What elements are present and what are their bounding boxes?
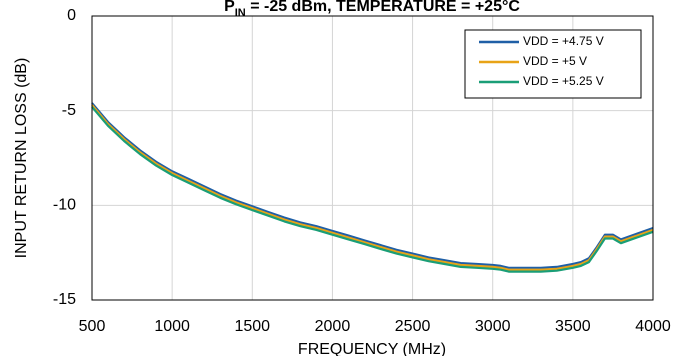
chart-title: PIN = -25 dBm, TEMPERATURE = +25°C [224,0,520,19]
x-tick-label: 2500 [395,318,431,335]
y-tick-label: -5 [62,102,76,119]
x-tick-label: 500 [79,318,106,335]
legend: VDD = +4.75 V VDD = +5 V VDD = +5.25 V [464,29,642,99]
chart-title-main: P [224,0,235,15]
x-axis-label: FREQUENCY (MHz) [298,341,446,356]
y-tick-label: -15 [53,291,76,308]
x-tick-label: 3500 [555,318,591,335]
tick-labels: 500 1000 1500 2000 2500 3000 3500 4000 0 -5 -10 -15 [53,7,671,335]
x-tick-label: 2000 [315,318,351,335]
legend-label: VDD = +5.25 V [523,74,604,88]
x-tick-label: 1000 [154,318,190,335]
plot-area [91,15,654,301]
y-tick-label: -10 [53,197,76,214]
legend-label: VDD = +4.75 V [523,34,604,48]
x-tick-label: 4000 [635,318,671,335]
x-tick-label: 1500 [234,318,270,335]
legend-label: VDD = +5 V [523,54,587,68]
y-tick-label: 0 [67,7,76,24]
chart-title-rest: = -25 dBm, TEMPERATURE = +25°C [246,0,521,15]
series-lines [91,102,654,273]
series-line-1 [91,102,654,269]
chart-title-sub: IN [235,7,246,19]
series-line-3 [91,106,654,273]
series-line-2 [91,104,654,271]
x-tick-label: 3000 [475,318,511,335]
y-axis-label: INPUT RETURN LOSS (dB) [13,58,30,259]
